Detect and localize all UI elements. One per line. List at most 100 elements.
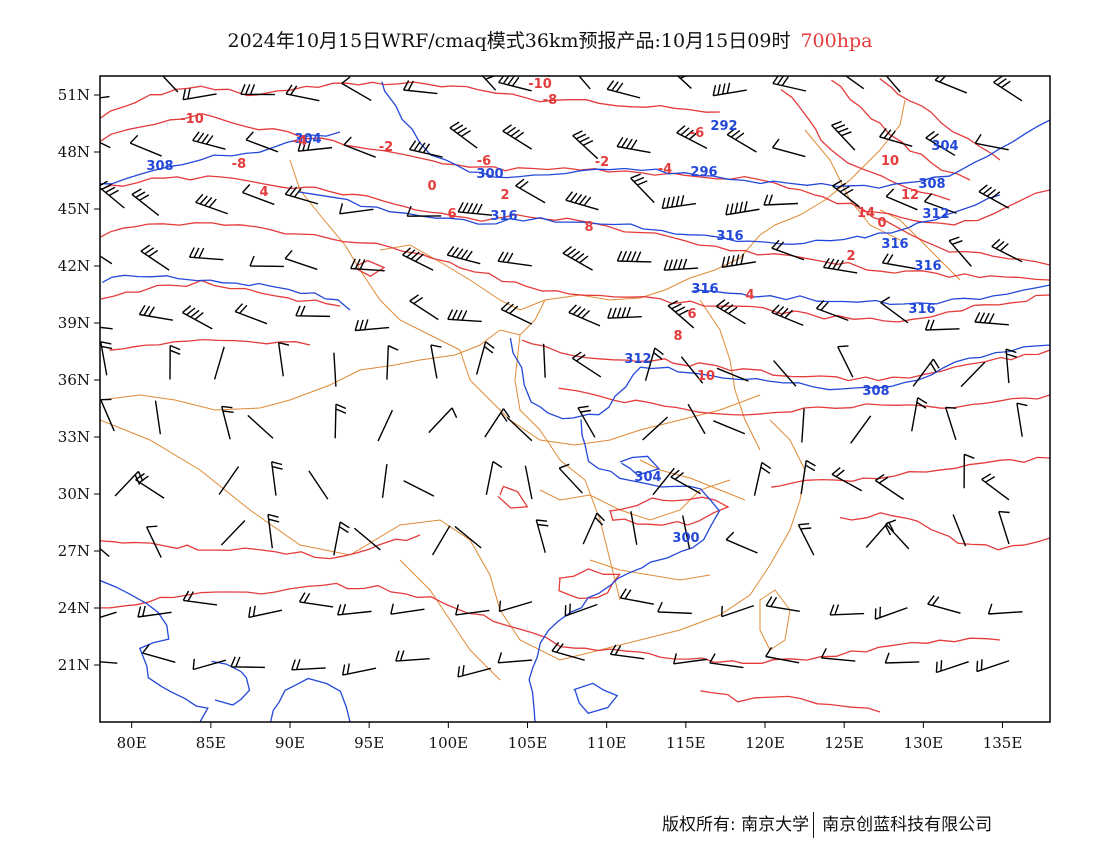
wind-barb [270,461,283,496]
height-contours [100,81,1050,722]
wind-barb [409,294,439,321]
wind-barb [484,408,511,438]
wind-barb [564,603,598,617]
height-label: 316 [908,302,935,317]
wind-barb [343,136,376,158]
wind-barb [978,184,1010,209]
wind-barb [100,398,115,432]
temperature-contour [879,78,1001,161]
wind-barb [137,605,172,618]
temperature-label: -2 [379,140,393,155]
lon-tick-label: 120E [745,734,785,752]
height-label: 312 [922,207,949,222]
wind-barb [619,588,654,605]
wind-barb [220,520,246,546]
wind-barb [963,453,975,489]
wind-barb [831,467,863,492]
temperature-label: 0 [427,179,436,194]
temperature-label: 0 [877,216,886,231]
wind-barb [297,139,333,152]
wind-barb [138,304,174,321]
wind-barb [213,346,225,380]
wind-barb [960,361,986,388]
temperature-contour [497,485,529,509]
wind-barb [182,305,213,330]
wind-barb [676,76,692,89]
temperature-label: 10 [881,154,899,169]
wind-barb [911,397,928,432]
height-contour [573,682,619,715]
boundary-line [639,459,746,501]
wind-barb [880,296,909,324]
wind-barb [837,345,854,378]
wind-barb [457,665,492,678]
wind-barb [885,188,918,211]
wind-barb [715,299,746,325]
temperature-label: -6 [477,154,491,169]
wind-barb [381,464,388,498]
lat-tick-label: 39N [58,314,90,332]
height-label: 308 [918,177,945,192]
wind-barb [725,201,760,216]
wind-barb [308,470,329,500]
wind-barb [333,521,350,556]
height-contour [100,131,341,185]
wind-barb [1016,402,1028,437]
wind-barb [497,251,532,267]
lat-tick-label: 27N [58,542,90,560]
wind-barb [135,472,165,499]
height-label: 308 [862,384,889,399]
wind-barb [571,351,602,378]
lon-tick-label: 90E [275,734,305,752]
temperature-label: 8 [584,220,593,235]
height-contour [101,274,351,311]
temperature-contour [839,512,1050,551]
temperature-label: -10 [180,112,204,127]
wind-barb [925,130,956,157]
temperature-label: 6 [687,307,696,322]
temperature-contour [100,222,1050,323]
wind-barb [667,300,695,329]
wind-barb [298,592,334,608]
wind-barb [663,258,699,271]
height-label: 316 [691,282,718,297]
height-contour [100,579,209,722]
wind-barb [551,641,585,661]
boundary-line [539,479,731,521]
wind-barb [195,193,229,215]
temperature-contour [558,387,1050,416]
wind-barb [154,400,162,435]
map-plot-area: 308 304 300 292 296 304 308 312 316 316 316 316 316 3… [100,76,1050,722]
wind-barb [454,525,482,549]
height-label: 304 [634,470,661,485]
wind-barb [161,76,179,93]
wind-barb [485,460,503,496]
temperature-label: 14 [857,206,875,221]
wind-barb [562,246,593,271]
lat-tick-label: 48N [58,143,90,161]
temperature-label: -4 [658,162,672,177]
wind-barb [377,409,394,442]
wind-barb [455,604,490,616]
temperature-label: 8 [673,329,682,344]
temperature-contour [521,339,1050,382]
wind-barb [765,647,800,664]
height-label: 316 [490,209,517,224]
wind-barb [284,249,318,271]
wind-barb [403,480,435,497]
wind-barb [721,604,755,618]
wind-barb [773,360,797,387]
wind-barb [535,519,549,553]
wind-barb [295,305,330,318]
wind-barb [998,510,1010,545]
temperature-contour [771,456,1050,488]
wind-barb [771,239,805,261]
height-label: 304 [294,132,321,147]
wind-barb [129,134,162,157]
wind-barb [832,179,860,208]
wind-barb [100,141,111,149]
lon-tick-label: 125E [824,734,864,752]
wind-barb [188,247,224,261]
wind-barb [558,463,583,494]
wind-barb [993,76,1023,102]
